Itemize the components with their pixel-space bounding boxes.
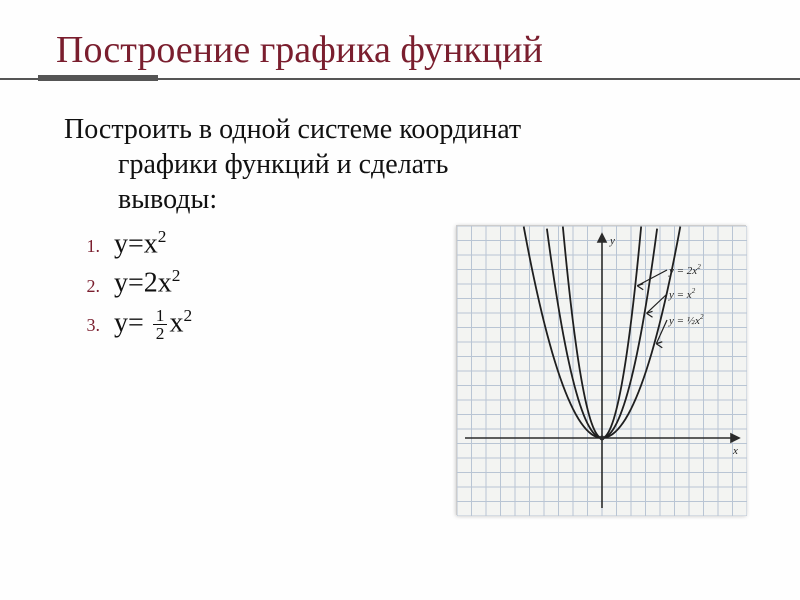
svg-text:x: x [732, 445, 738, 457]
svg-text:y = ½x2: y = ½x2 [668, 313, 704, 327]
list-number: 3. [72, 315, 100, 336]
intro-line-3: выводы: [64, 182, 752, 217]
slide: Построение графика функций Построить в о… [0, 0, 800, 600]
svg-text:y = 2x2: y = 2x2 [668, 263, 701, 277]
intro-text: Построить в одной системе координат граф… [64, 112, 752, 217]
svg-text:y: y [609, 235, 615, 247]
intro-line-2: графики функций и сделать [64, 147, 752, 182]
equation-2: у=2х2 [114, 266, 180, 299]
list-number: 1. [72, 236, 100, 257]
equation-1: у=х2 [114, 227, 166, 260]
slide-title: Построение графика функций [48, 28, 752, 72]
svg-text:y = x2: y = x2 [668, 287, 696, 301]
intro-line-1: Построить в одной системе координат [64, 114, 521, 145]
parabola-graph: x y y = 2x2 y = x2 y = ½x2 [457, 226, 747, 516]
title-rule [48, 76, 752, 84]
equation-3: у= 12х2 [114, 306, 192, 343]
graph-image: x y y = 2x2 y = x2 y = ½x2 [456, 225, 746, 515]
list-number: 2. [72, 276, 100, 297]
